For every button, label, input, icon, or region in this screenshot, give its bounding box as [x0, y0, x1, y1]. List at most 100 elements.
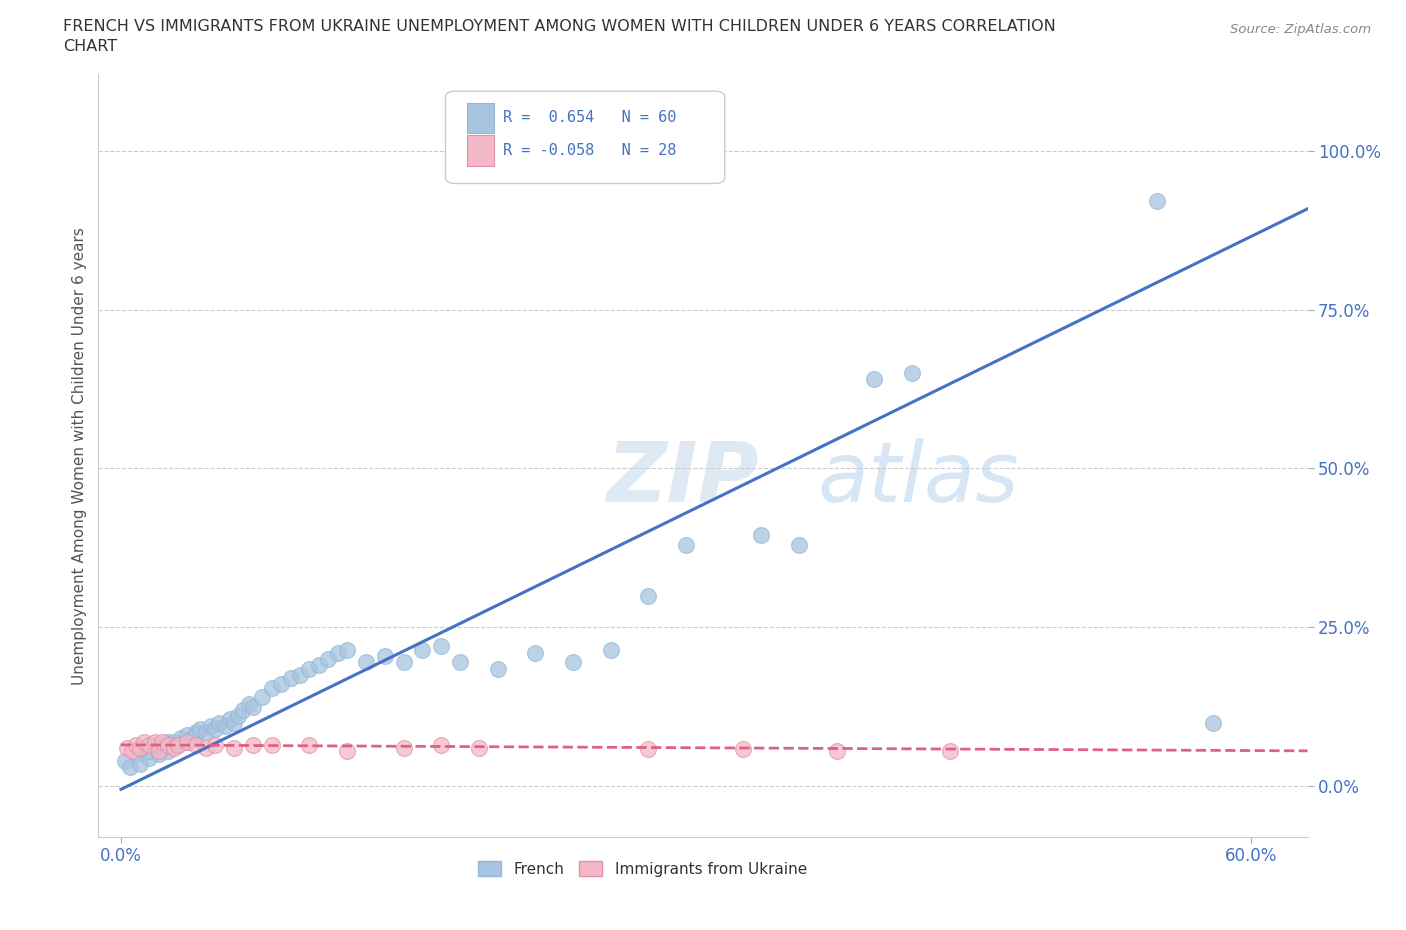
Point: [219, 712, 242, 727]
Point: [675, 538, 697, 552]
Point: [194, 724, 217, 739]
Point: [176, 735, 198, 750]
Point: [468, 740, 491, 755]
Point: [128, 740, 150, 755]
Point: [132, 735, 155, 750]
Text: Source: ZipAtlas.com: Source: ZipAtlas.com: [1230, 23, 1371, 36]
Point: [901, 365, 924, 380]
Point: [825, 744, 848, 759]
Point: [599, 642, 621, 657]
Text: ZIP: ZIP: [606, 438, 759, 519]
Text: R = -0.058   N = 28: R = -0.058 N = 28: [503, 143, 676, 158]
Point: [176, 735, 198, 750]
Point: [132, 740, 155, 755]
Point: [731, 742, 754, 757]
Point: [138, 744, 160, 759]
Point: [114, 753, 136, 768]
Point: [449, 655, 471, 670]
Point: [170, 731, 193, 746]
Point: [166, 737, 188, 752]
Point: [194, 740, 217, 755]
Point: [143, 735, 166, 750]
Text: R =  0.654   N = 60: R = 0.654 N = 60: [503, 111, 676, 126]
Point: [214, 718, 236, 733]
Point: [157, 744, 180, 759]
Point: [336, 744, 359, 759]
Point: [374, 648, 396, 663]
Point: [148, 744, 170, 759]
Point: [326, 645, 349, 660]
Point: [138, 751, 160, 765]
Point: [232, 702, 254, 717]
Point: [637, 742, 659, 757]
Point: [298, 661, 321, 676]
Point: [186, 728, 208, 743]
Point: [157, 737, 180, 752]
Point: [486, 661, 509, 676]
Point: [204, 722, 226, 737]
Point: [238, 696, 260, 711]
Point: [1202, 715, 1225, 730]
Point: [157, 735, 180, 750]
FancyBboxPatch shape: [446, 91, 724, 183]
Legend: French, Immigrants from Ukraine: French, Immigrants from Ukraine: [472, 855, 813, 883]
Point: [524, 645, 547, 660]
Point: [430, 737, 453, 752]
Point: [411, 642, 433, 657]
Point: [128, 756, 150, 771]
Point: [392, 740, 415, 755]
Point: [115, 740, 138, 755]
Point: [751, 527, 773, 542]
Text: CHART: CHART: [63, 39, 117, 54]
Point: [280, 671, 302, 685]
FancyBboxPatch shape: [467, 136, 494, 166]
Point: [1146, 194, 1168, 209]
Point: [316, 652, 339, 667]
Point: [298, 737, 321, 752]
Point: [260, 737, 283, 752]
Point: [152, 735, 174, 750]
Point: [163, 740, 186, 755]
Point: [288, 668, 311, 683]
Point: [787, 538, 810, 552]
Text: atlas: atlas: [818, 438, 1019, 519]
Point: [208, 715, 231, 730]
Point: [181, 731, 204, 746]
Point: [204, 737, 226, 752]
Point: [308, 658, 330, 673]
Point: [138, 737, 160, 752]
Point: [222, 740, 245, 755]
Y-axis label: Unemployment Among Women with Children Under 6 years: Unemployment Among Women with Children U…: [72, 227, 87, 684]
Point: [200, 718, 222, 733]
Text: FRENCH VS IMMIGRANTS FROM UKRAINE UNEMPLOYMENT AMONG WOMEN WITH CHILDREN UNDER 6: FRENCH VS IMMIGRANTS FROM UKRAINE UNEMPL…: [63, 19, 1056, 33]
Point: [270, 677, 292, 692]
Point: [188, 722, 211, 737]
Point: [152, 740, 174, 755]
Point: [186, 724, 208, 739]
Point: [938, 744, 960, 759]
Point: [252, 690, 274, 705]
Point: [562, 655, 585, 670]
Point: [242, 737, 264, 752]
Point: [125, 737, 148, 752]
FancyBboxPatch shape: [467, 102, 494, 133]
Point: [226, 709, 249, 724]
Point: [354, 655, 377, 670]
Point: [392, 655, 415, 670]
Point: [637, 588, 659, 603]
Point: [121, 744, 143, 759]
Point: [163, 735, 186, 750]
Point: [186, 737, 208, 752]
Point: [242, 699, 264, 714]
Point: [143, 737, 166, 752]
Point: [176, 728, 198, 743]
Point: [430, 639, 453, 654]
Point: [260, 680, 283, 695]
Point: [222, 715, 245, 730]
Point: [166, 737, 188, 752]
Point: [863, 372, 886, 387]
Point: [148, 747, 170, 762]
Point: [336, 642, 359, 657]
Point: [120, 760, 142, 775]
Point: [125, 747, 148, 762]
